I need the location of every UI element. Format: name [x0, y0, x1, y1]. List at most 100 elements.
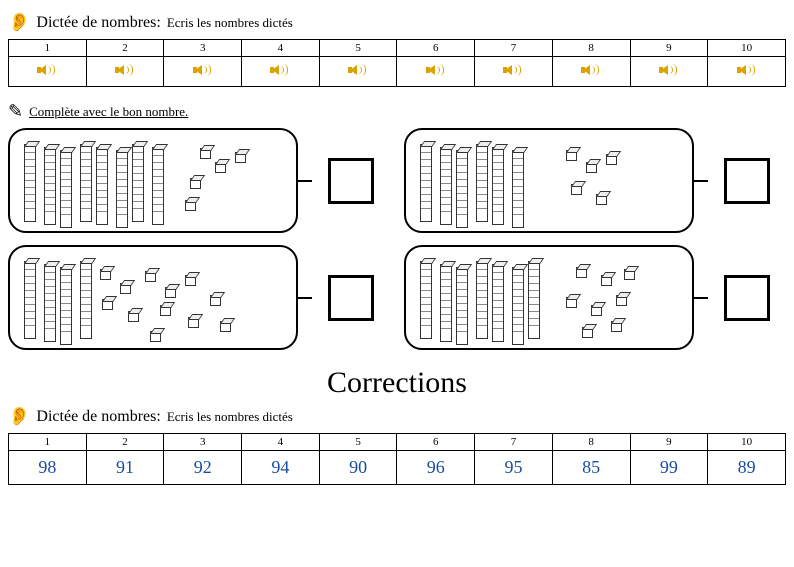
answer-cell: 96 — [397, 451, 475, 485]
unit-cube — [102, 299, 113, 310]
header-cell: 7 — [475, 434, 553, 451]
ear-icon: 👂 — [8, 406, 30, 427]
exercise-item — [404, 245, 770, 350]
header-cell: 10 — [708, 434, 786, 451]
ten-rod — [420, 144, 432, 222]
header-cell: 1 — [9, 40, 87, 57]
speaker-icon[interactable] — [659, 62, 679, 78]
ten-rod — [476, 144, 488, 222]
audio-cell — [86, 57, 164, 87]
ten-rod — [80, 261, 92, 339]
unit-cube — [582, 327, 593, 338]
speaker-icon[interactable] — [37, 62, 57, 78]
unit-cube — [100, 269, 111, 280]
title-sub: Ecris les nombres dictés — [167, 409, 293, 425]
ten-rod — [80, 144, 92, 222]
speaker-icon[interactable] — [426, 62, 446, 78]
ten-rod — [512, 267, 524, 345]
exercise-item — [404, 128, 770, 233]
header-cell: 6 — [397, 434, 475, 451]
complete-label: Complète avec le bon nombre. — [29, 104, 188, 120]
answer-box[interactable] — [328, 275, 374, 321]
unit-cube — [591, 305, 602, 316]
answer-cell: 99 — [630, 451, 708, 485]
ten-rod — [152, 147, 164, 225]
unit-cube — [220, 321, 231, 332]
header-row: 12345678910 — [9, 40, 786, 57]
header-cell: 6 — [397, 40, 475, 57]
ten-rod — [60, 267, 72, 345]
answer-box[interactable] — [724, 275, 770, 321]
header-cell: 2 — [86, 434, 164, 451]
unit-cube — [235, 152, 246, 163]
ten-rod — [96, 147, 108, 225]
unit-cube — [145, 271, 156, 282]
answer-cell: 89 — [708, 451, 786, 485]
unit-cube — [624, 269, 635, 280]
blocks-box — [8, 128, 298, 233]
header-cell: 9 — [630, 40, 708, 57]
header-cell: 2 — [86, 40, 164, 57]
pencil-icon: ✎ — [8, 101, 23, 122]
answer-cell: 95 — [475, 451, 553, 485]
speaker-icon[interactable] — [581, 62, 601, 78]
answer-cell: 92 — [164, 451, 242, 485]
unit-cube — [576, 267, 587, 278]
audio-cell — [630, 57, 708, 87]
ten-rod — [440, 264, 452, 342]
answer-box[interactable] — [328, 158, 374, 204]
speaker-icon[interactable] — [503, 62, 523, 78]
speaker-icon[interactable] — [193, 62, 213, 78]
header-cell: 1 — [9, 434, 87, 451]
title-main: Dictée de nombres: — [36, 408, 160, 426]
exercise-area — [8, 128, 786, 350]
dictation-title-1: 👂 Dictée de nombres: Ecris les nombres d… — [8, 12, 786, 33]
connector — [298, 180, 312, 182]
exercise-item — [8, 245, 374, 350]
ten-rod — [420, 261, 432, 339]
unit-cube — [150, 331, 161, 342]
exercise-item — [8, 128, 374, 233]
title-main: Dictée de nombres: — [36, 14, 160, 32]
header-cell: 10 — [708, 40, 786, 57]
speaker-icon[interactable] — [737, 62, 757, 78]
ten-rod — [476, 261, 488, 339]
answer-cell: 85 — [552, 451, 630, 485]
unit-cube — [616, 295, 627, 306]
complete-title: ✎ Complète avec le bon nombre. — [8, 101, 786, 122]
audio-cell — [319, 57, 397, 87]
audio-cell — [552, 57, 630, 87]
header-cell: 4 — [242, 434, 320, 451]
connector — [694, 180, 708, 182]
unit-cube — [586, 162, 597, 173]
ten-rod — [132, 144, 144, 222]
ten-rod — [440, 147, 452, 225]
audio-cell — [475, 57, 553, 87]
speaker-icon[interactable] — [115, 62, 135, 78]
unit-cube — [190, 178, 201, 189]
blocks-box — [404, 245, 694, 350]
header-row: 12345678910 — [9, 434, 786, 451]
unit-cube — [160, 305, 171, 316]
unit-cube — [200, 148, 211, 159]
header-cell: 5 — [319, 434, 397, 451]
connector — [694, 297, 708, 299]
audio-cell — [242, 57, 320, 87]
unit-cube — [566, 150, 577, 161]
ten-rod — [528, 261, 540, 339]
speaker-icon[interactable] — [348, 62, 368, 78]
ten-rod — [456, 150, 468, 228]
answer-cell: 90 — [319, 451, 397, 485]
unit-cube — [601, 275, 612, 286]
header-cell: 7 — [475, 40, 553, 57]
answer-box[interactable] — [724, 158, 770, 204]
audio-cell — [9, 57, 87, 87]
answers-row: 98919294909695859989 — [9, 451, 786, 485]
ten-rod — [456, 267, 468, 345]
header-cell: 8 — [552, 434, 630, 451]
speaker-icon[interactable] — [270, 62, 290, 78]
dictation-table-1: 12345678910 — [8, 39, 786, 87]
blocks-box — [404, 128, 694, 233]
unit-cube — [188, 317, 199, 328]
corrections-title: Corrections — [8, 366, 786, 400]
